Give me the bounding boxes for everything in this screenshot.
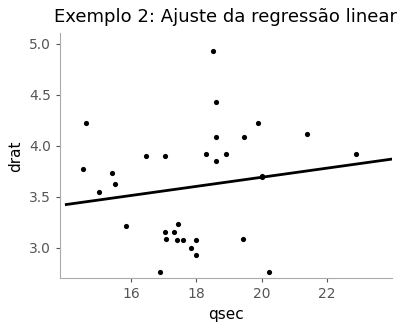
Point xyxy=(161,230,168,235)
Point xyxy=(161,153,168,158)
Point xyxy=(210,48,216,53)
Point xyxy=(255,120,262,126)
Point xyxy=(259,174,265,179)
X-axis label: qsec: qsec xyxy=(208,307,244,322)
Point xyxy=(258,175,265,180)
Point xyxy=(180,238,187,243)
Point xyxy=(96,190,102,195)
Point xyxy=(192,252,199,257)
Point xyxy=(83,120,89,126)
Point xyxy=(174,221,181,227)
Point xyxy=(79,166,86,172)
Point xyxy=(304,132,310,137)
Title: Exemplo 2: Ajuste da regressão linear: Exemplo 2: Ajuste da regressão linear xyxy=(54,8,397,26)
Point xyxy=(203,151,210,156)
Point xyxy=(241,135,248,140)
Point xyxy=(162,237,169,242)
Point xyxy=(193,238,200,243)
Y-axis label: drat: drat xyxy=(8,140,23,172)
Point xyxy=(170,230,177,235)
Point xyxy=(187,245,194,250)
Point xyxy=(222,151,229,156)
Point xyxy=(109,171,115,176)
Point xyxy=(213,99,219,104)
Point xyxy=(240,237,246,242)
Point xyxy=(213,158,220,163)
Point xyxy=(213,135,219,140)
Point xyxy=(112,182,118,187)
Point xyxy=(174,238,180,243)
Point xyxy=(123,223,129,229)
Point xyxy=(156,269,163,275)
Point xyxy=(353,151,359,156)
Point xyxy=(143,153,150,158)
Point xyxy=(266,269,272,275)
